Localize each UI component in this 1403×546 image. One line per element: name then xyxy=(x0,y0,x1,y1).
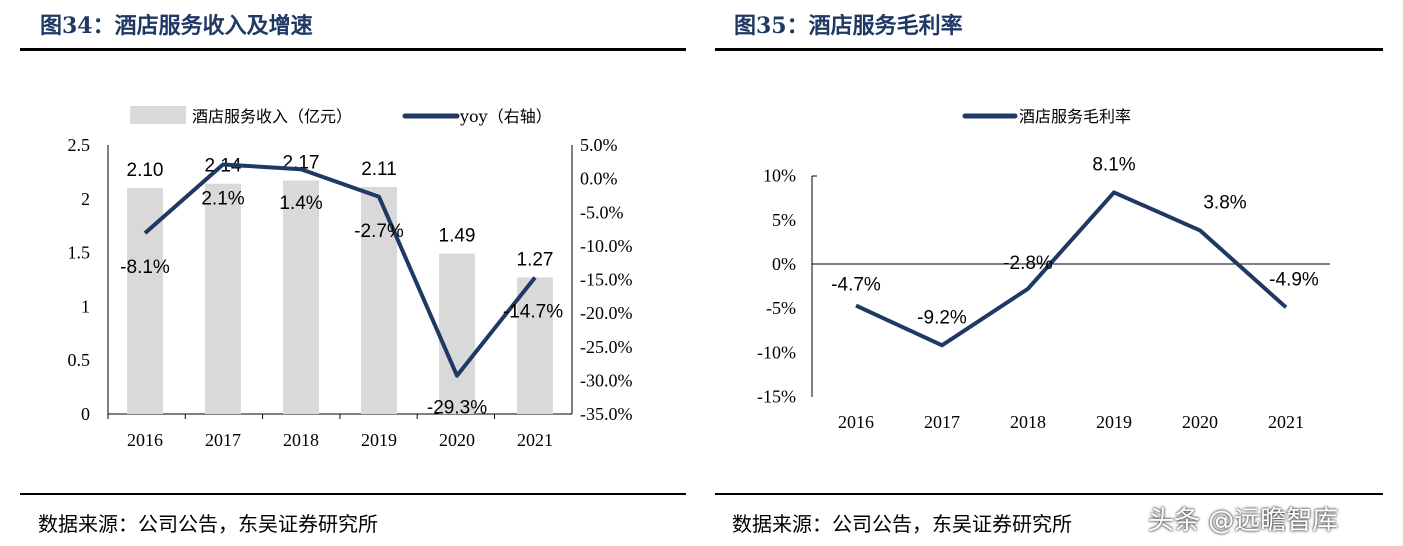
gross-margin-label: 3.8% xyxy=(1203,192,1246,213)
revenue-bar-label: 1.49 xyxy=(439,226,476,247)
right-title-rule xyxy=(715,48,1383,51)
gross-margin-label: -9.2% xyxy=(917,307,967,328)
x-tick-label: 2018 xyxy=(283,430,319,450)
revenue-bar xyxy=(127,188,163,414)
revenue-bar xyxy=(517,277,553,414)
right-y-tick: -20.0% xyxy=(580,303,633,323)
y-tick: 0% xyxy=(772,254,796,274)
left-y-tick: 1 xyxy=(81,296,90,316)
legend-line-label: 酒店服务毛利率 xyxy=(1019,107,1131,126)
right-footer-rule xyxy=(715,493,1383,495)
x-tick-label: 2017 xyxy=(205,430,241,450)
y-tick: 5% xyxy=(772,210,796,230)
revenue-bar-label: 2.11 xyxy=(361,159,397,180)
left-y-tick: 0 xyxy=(81,404,90,424)
gross-margin-label: -4.9% xyxy=(1269,269,1319,290)
right-y-tick: -10.0% xyxy=(580,236,633,256)
right-y-tick: 0.0% xyxy=(580,169,618,189)
x-tick-label: 2018 xyxy=(1010,412,1046,432)
x-tick-label: 2020 xyxy=(1182,412,1218,432)
gross-margin-label: -4.7% xyxy=(831,275,881,296)
y-tick: 10% xyxy=(763,166,796,186)
yoy-data-label: -14.7% xyxy=(503,301,563,322)
revenue-bar xyxy=(205,183,241,414)
x-tick-label: 2021 xyxy=(1268,412,1304,432)
y-tick: -10% xyxy=(757,342,796,362)
revenue-bar-label: 1.27 xyxy=(517,249,554,270)
left-y-tick: 2.5 xyxy=(68,135,91,155)
yoy-data-label: -29.3% xyxy=(427,398,487,419)
x-tick-label: 2016 xyxy=(838,412,874,432)
x-tick-label: 2019 xyxy=(1096,412,1132,432)
right-y-tick: -35.0% xyxy=(580,404,633,424)
yoy-line xyxy=(143,162,537,378)
right-source-note: 数据来源：公司公告，东吴证券研究所 xyxy=(732,512,1072,536)
right-y-tick: -15.0% xyxy=(580,270,633,290)
right-chart-title: 图35：酒店服务毛利率 xyxy=(734,13,963,39)
left-title-rule xyxy=(20,48,686,51)
revenue-bar-label: 2.10 xyxy=(127,160,164,181)
watermark: 头条 @远瞻智库 xyxy=(1148,506,1339,536)
left-y-tick: 2 xyxy=(81,189,90,209)
left-y-tick: 1.5 xyxy=(68,243,91,263)
yoy-data-label: -8.1% xyxy=(120,257,170,278)
left-y-tick: 0.5 xyxy=(68,350,91,370)
y-tick: -15% xyxy=(757,387,796,407)
x-tick-label: 2017 xyxy=(924,412,960,432)
left-footer-rule xyxy=(20,493,686,495)
x-tick-label: 2021 xyxy=(517,430,553,450)
gross-margin-line xyxy=(855,190,1288,348)
legend-bar-swatch xyxy=(130,106,186,124)
yoy-data-label: 1.4% xyxy=(279,193,322,214)
right-y-tick: -25.0% xyxy=(580,337,633,357)
x-tick-label: 2019 xyxy=(361,430,397,450)
revenue-bar xyxy=(439,253,475,414)
right-y-tick: 5.0% xyxy=(580,135,618,155)
revenue-bar xyxy=(283,180,319,414)
legend-bar-label: 酒店服务收入（亿元） xyxy=(192,107,352,126)
x-tick-label: 2016 xyxy=(127,430,163,450)
gross-margin-label: -2.8% xyxy=(1003,253,1053,274)
left-chart-title: 图34：酒店服务收入及增速 xyxy=(40,13,313,39)
yoy-data-label: 2.1% xyxy=(201,189,244,210)
y-tick: -5% xyxy=(766,298,796,318)
gross-margin-label: 8.1% xyxy=(1092,154,1135,175)
legend-line-label: yoy（右轴） xyxy=(459,107,552,126)
yoy-data-label: -2.7% xyxy=(354,221,404,242)
right-y-tick: -30.0% xyxy=(580,370,633,390)
left-source-note: 数据来源：公司公告，东吴证券研究所 xyxy=(38,512,378,536)
x-tick-label: 2020 xyxy=(439,430,475,450)
right-y-tick: -5.0% xyxy=(580,202,624,222)
